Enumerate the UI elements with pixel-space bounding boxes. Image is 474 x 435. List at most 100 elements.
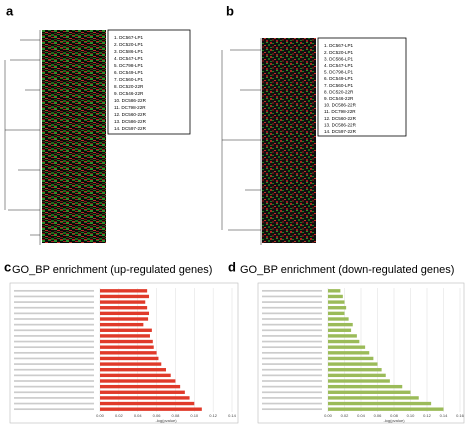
- bar: [100, 401, 195, 406]
- legend-item: 10. DC586-22R: [114, 98, 147, 103]
- legend-item: 12. DC560-22R: [324, 116, 357, 121]
- bar: [100, 407, 202, 411]
- bar: [328, 306, 347, 310]
- category-label-placeholder: [14, 346, 94, 349]
- category-label-placeholder: [14, 363, 94, 365]
- x-tick-label: 0.00: [96, 413, 105, 418]
- legend-item: 3. DC586-LP1: [114, 49, 144, 54]
- legend-item: 13. DC586-22R: [324, 122, 357, 127]
- category-label-placeholder: [262, 357, 322, 360]
- x-tick-label: 0.00: [324, 413, 333, 418]
- legend-item: 3. DC586-LP1: [324, 56, 354, 61]
- category-label-placeholder: [14, 397, 94, 399]
- bar: [100, 300, 146, 304]
- legend-item: 5. DC798-LP1: [324, 70, 354, 75]
- bar: [100, 317, 149, 321]
- category-label-placeholder: [262, 301, 322, 303]
- category-label-placeholder: [14, 306, 94, 309]
- x-tick-label: 0.16: [456, 413, 465, 418]
- category-label-placeholder: [14, 295, 94, 298]
- category-label-placeholder: [262, 385, 322, 388]
- x-tick-label: 0.02: [341, 413, 350, 418]
- category-label-placeholder: [14, 374, 94, 377]
- category-label-placeholder: [262, 402, 322, 405]
- legend-item: 1. DC567-LP1: [324, 43, 354, 48]
- category-label-placeholder: [14, 301, 94, 303]
- bar: [328, 339, 360, 344]
- x-tick-label: 0.14: [440, 413, 449, 418]
- category-label-placeholder: [14, 402, 94, 405]
- category-label-placeholder: [262, 289, 322, 292]
- category-label-placeholder: [262, 408, 322, 411]
- chart-title: GO_BP enrichment (up-regulated genes): [12, 264, 212, 276]
- category-label-placeholder: [262, 391, 322, 394]
- legend-item: 8. DC520-22R: [324, 89, 354, 94]
- panel-label: a: [6, 3, 14, 18]
- bar: [328, 294, 343, 299]
- bar: [100, 345, 154, 349]
- legend-item: 6. DC549-LP1: [114, 70, 144, 75]
- bar: [100, 351, 157, 355]
- bar: [100, 396, 190, 400]
- bar: [328, 334, 357, 338]
- legend-item: 11. DC798-22R: [114, 105, 146, 110]
- category-label-placeholder: [262, 380, 322, 382]
- x-tick-label: 0.04: [134, 413, 143, 418]
- bar: [328, 289, 341, 293]
- bar: [328, 390, 411, 394]
- bar: [100, 339, 153, 344]
- legend-item: 6. DC549-LP1: [324, 76, 354, 81]
- category-label-placeholder: [262, 346, 322, 349]
- panel-label: d: [228, 259, 236, 274]
- category-label-placeholder: [262, 340, 322, 343]
- bar: [100, 379, 176, 383]
- category-label-placeholder: [262, 323, 322, 326]
- bar: [328, 362, 378, 366]
- x-tick-label: 0.06: [153, 413, 162, 418]
- x-tick-label: 0.10: [190, 413, 199, 418]
- category-label-placeholder: [14, 318, 94, 320]
- legend-item: 1. DC567-LP1: [114, 35, 144, 40]
- bar: [328, 351, 370, 355]
- category-label-placeholder: [262, 318, 322, 320]
- bar: [328, 300, 345, 304]
- dendrogram: [4, 30, 262, 245]
- legend-item: 11. DC798-22R: [324, 109, 356, 114]
- bar: [100, 328, 152, 332]
- bar: [328, 322, 353, 327]
- bar: [328, 373, 386, 378]
- bar: [100, 289, 148, 293]
- x-axis-label: -log(pvalue): [383, 418, 405, 423]
- category-label-placeholder: [14, 385, 94, 388]
- bar: [100, 311, 150, 316]
- legend-item: 14. DC597-22R: [114, 126, 147, 131]
- legend-item: 10. DC586-22R: [324, 103, 357, 108]
- category-label-placeholder: [14, 357, 94, 360]
- x-tick-label: 0.08: [390, 413, 399, 418]
- bar: [328, 384, 403, 389]
- legend-item: 12. DC560-22R: [114, 112, 147, 117]
- bar: [100, 322, 144, 327]
- x-tick-label: 0.08: [172, 413, 181, 418]
- bar: [328, 368, 382, 372]
- bar: [328, 396, 419, 400]
- category-label-placeholder: [262, 374, 322, 377]
- legend-item: 8. DC520-22R: [114, 84, 144, 89]
- bar: [100, 356, 159, 361]
- bar: [328, 311, 345, 316]
- x-tick-label: 0.04: [357, 413, 366, 418]
- bar: [328, 328, 352, 332]
- x-tick-label: 0.02: [115, 413, 124, 418]
- legend-item: 2. DC520-LP1: [114, 42, 144, 47]
- bar: [328, 379, 390, 383]
- category-label-placeholder: [262, 363, 322, 365]
- bar: [100, 334, 150, 338]
- panel-label: c: [4, 259, 11, 274]
- category-label-placeholder: [14, 289, 94, 292]
- legend-item: 9. DC546-22R: [324, 96, 354, 101]
- plot-frame: [9, 282, 239, 424]
- chart-title: GO_BP enrichment (down-regulated genes): [240, 264, 454, 276]
- legend-box: [107, 29, 191, 135]
- legend-item: 7. DC560-LP1: [324, 83, 354, 88]
